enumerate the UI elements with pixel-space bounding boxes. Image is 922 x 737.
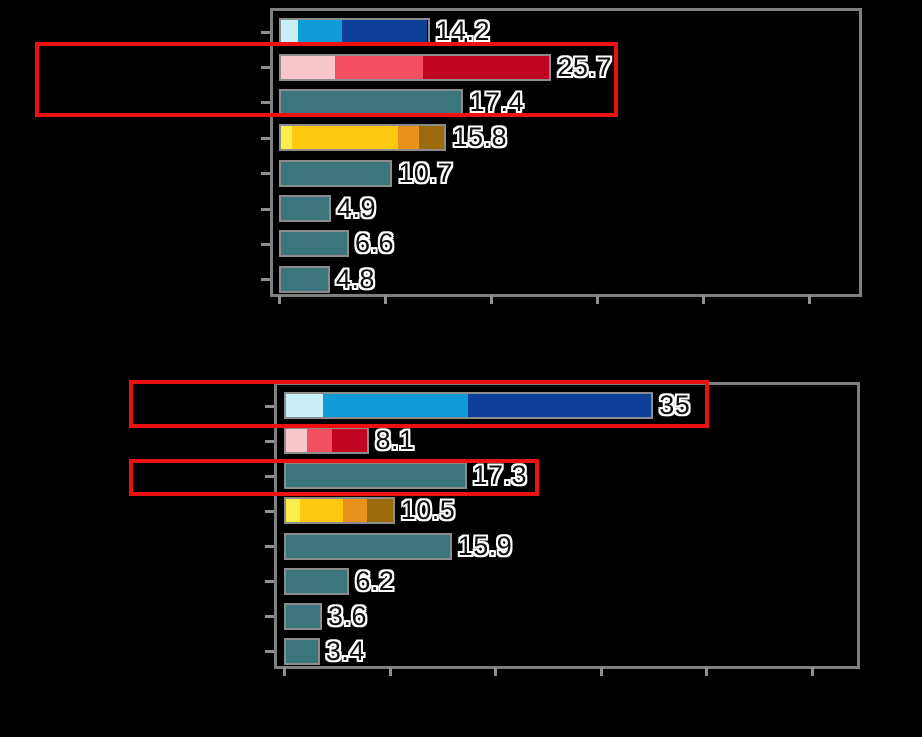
- bar-segment: [467, 394, 652, 418]
- bar-segment: [297, 20, 342, 44]
- bar-value-label: 6.6: [354, 228, 394, 259]
- bar-segment: [281, 55, 336, 79]
- bar-segment: [286, 429, 308, 453]
- stacked-bar-row-2: [279, 53, 552, 81]
- bar-value-label: 15.8: [452, 122, 508, 153]
- bar-segment: [307, 429, 333, 453]
- bar-segment: [342, 499, 368, 523]
- bar-segment: [341, 20, 428, 44]
- bar-value-label: 8.1: [375, 425, 415, 456]
- y-axis-tick: [261, 136, 270, 140]
- x-axis-tick: [388, 667, 392, 676]
- bar-value-label: 10.7: [398, 157, 453, 188]
- x-axis-tick: [705, 667, 708, 676]
- y-axis-tick: [261, 242, 270, 246]
- bar-segment: [335, 55, 424, 79]
- bar-segment: [281, 232, 347, 256]
- bar-segment: [281, 126, 293, 150]
- bar-segment: [332, 429, 368, 453]
- top-bar-chart: 14.2 25.7 17.4 15.8 10.7 4.9 6.6 4.8: [261, 8, 862, 304]
- stacked-bar-row-8: [279, 265, 330, 293]
- bar-segment: [281, 267, 328, 291]
- bar-value-label: 17.4: [469, 86, 524, 117]
- y-axis-tick: [265, 615, 274, 619]
- x-axis-tick: [490, 295, 493, 304]
- y-axis-tick: [265, 439, 274, 443]
- bar-segment: [286, 639, 318, 663]
- x-axis-tick: [596, 295, 599, 304]
- stacked-bar-row-4: [284, 497, 395, 525]
- bar-value-label: 4.9: [336, 193, 376, 224]
- bar-segment: [281, 20, 298, 44]
- bar-value-label: 15.9: [457, 530, 513, 561]
- y-axis-tick: [265, 474, 274, 478]
- annotation-rectangle-2: [129, 380, 709, 428]
- x-axis-tick: [808, 295, 811, 304]
- x-axis-tick: [702, 295, 705, 304]
- y-axis-tick: [265, 650, 274, 654]
- stacked-bar-row-2: [284, 427, 370, 455]
- bar-segment: [300, 499, 343, 523]
- bar-segment: [286, 534, 450, 558]
- bar-value-label: 6.2: [355, 565, 395, 596]
- y-axis-tick: [265, 545, 274, 549]
- stacked-bar-row-7: [284, 602, 322, 630]
- x-axis-tick: [283, 667, 286, 676]
- bar-segment: [286, 569, 348, 593]
- y-axis-tick: [265, 509, 274, 513]
- stacked-bar-row-4: [279, 124, 447, 152]
- stacked-bar-row-6: [279, 195, 331, 223]
- x-axis-tick: [599, 667, 603, 676]
- bar-segment: [397, 126, 419, 150]
- bar-value-label: 4.8: [335, 263, 375, 294]
- bar-segment: [286, 604, 320, 628]
- bar-segment: [292, 126, 398, 150]
- bar-segment: [286, 499, 301, 523]
- x-axis-tick: [384, 295, 387, 304]
- stacked-bar-row-6: [284, 567, 350, 595]
- bar-segment: [286, 394, 323, 418]
- stacked-bar-row-5: [279, 159, 393, 187]
- bar-value-label: 3.4: [325, 635, 365, 666]
- y-axis-tick: [265, 580, 274, 584]
- bar-segment: [281, 90, 462, 114]
- bar-segment: [286, 464, 465, 488]
- stacked-bar-row-3: [284, 462, 467, 490]
- bottom-bar-chart: 35 8.1 17.3 10.5 15.9 6.2 3.6 3.4: [265, 382, 860, 676]
- y-axis-tick: [261, 207, 270, 211]
- bar-value-label: 25.7: [557, 51, 612, 82]
- bar-value-label: 17.3: [472, 460, 528, 491]
- y-axis-tick: [261, 278, 270, 282]
- bar-value-label: 10.5: [400, 495, 456, 526]
- stacked-bar-row-7: [279, 230, 349, 258]
- bar-segment: [322, 394, 468, 418]
- bar-segment: [418, 126, 445, 150]
- stacked-bar-row-5: [284, 532, 452, 560]
- y-axis-tick: [261, 172, 270, 176]
- x-axis-tick: [810, 667, 814, 676]
- bar-value-label: 3.6: [327, 600, 368, 631]
- y-axis-tick: [265, 404, 274, 408]
- stacked-bar-row-1: [284, 392, 654, 420]
- y-axis-tick: [261, 101, 270, 105]
- y-axis-tick: [261, 30, 270, 34]
- bar-segment: [281, 197, 329, 221]
- bar-segment: [281, 161, 391, 185]
- annotation-rectangle-1: [35, 42, 618, 117]
- bar-segment: [367, 499, 393, 523]
- bar-value-label: 35: [659, 390, 691, 421]
- stacked-bar-row-8: [284, 637, 320, 665]
- annotation-rectangle-3: [129, 459, 539, 496]
- x-axis-tick: [494, 667, 497, 676]
- bar-value-label: 14.2: [435, 16, 491, 47]
- x-axis-tick: [278, 295, 281, 304]
- y-axis-tick: [261, 66, 270, 70]
- bar-segment: [423, 55, 550, 79]
